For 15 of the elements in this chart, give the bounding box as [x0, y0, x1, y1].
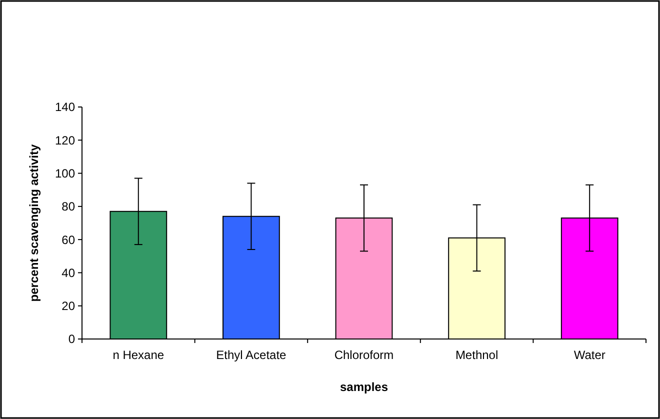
y-tick-label: 120 [54, 133, 76, 148]
y-tick-label: 20 [62, 299, 76, 314]
x-tick-label: Methnol [455, 348, 498, 362]
y-tick-label: 0 [68, 332, 76, 346]
x-tick-label: Ethyl Acetate [216, 348, 287, 362]
y-axis-title: percent scavenging activity [27, 144, 41, 302]
y-tick-label: 140 [54, 100, 76, 114]
x-tick-label: Water [574, 348, 606, 362]
y-tick-label: 60 [62, 232, 76, 247]
x-tick-label: n Hexane [112, 348, 164, 362]
x-axis-title: samples [340, 380, 388, 394]
y-tick-label: 40 [62, 266, 76, 280]
y-tick-label: 100 [54, 166, 76, 180]
x-tick-label: Chloroform [334, 348, 394, 362]
y-tick-label: 80 [62, 200, 76, 214]
